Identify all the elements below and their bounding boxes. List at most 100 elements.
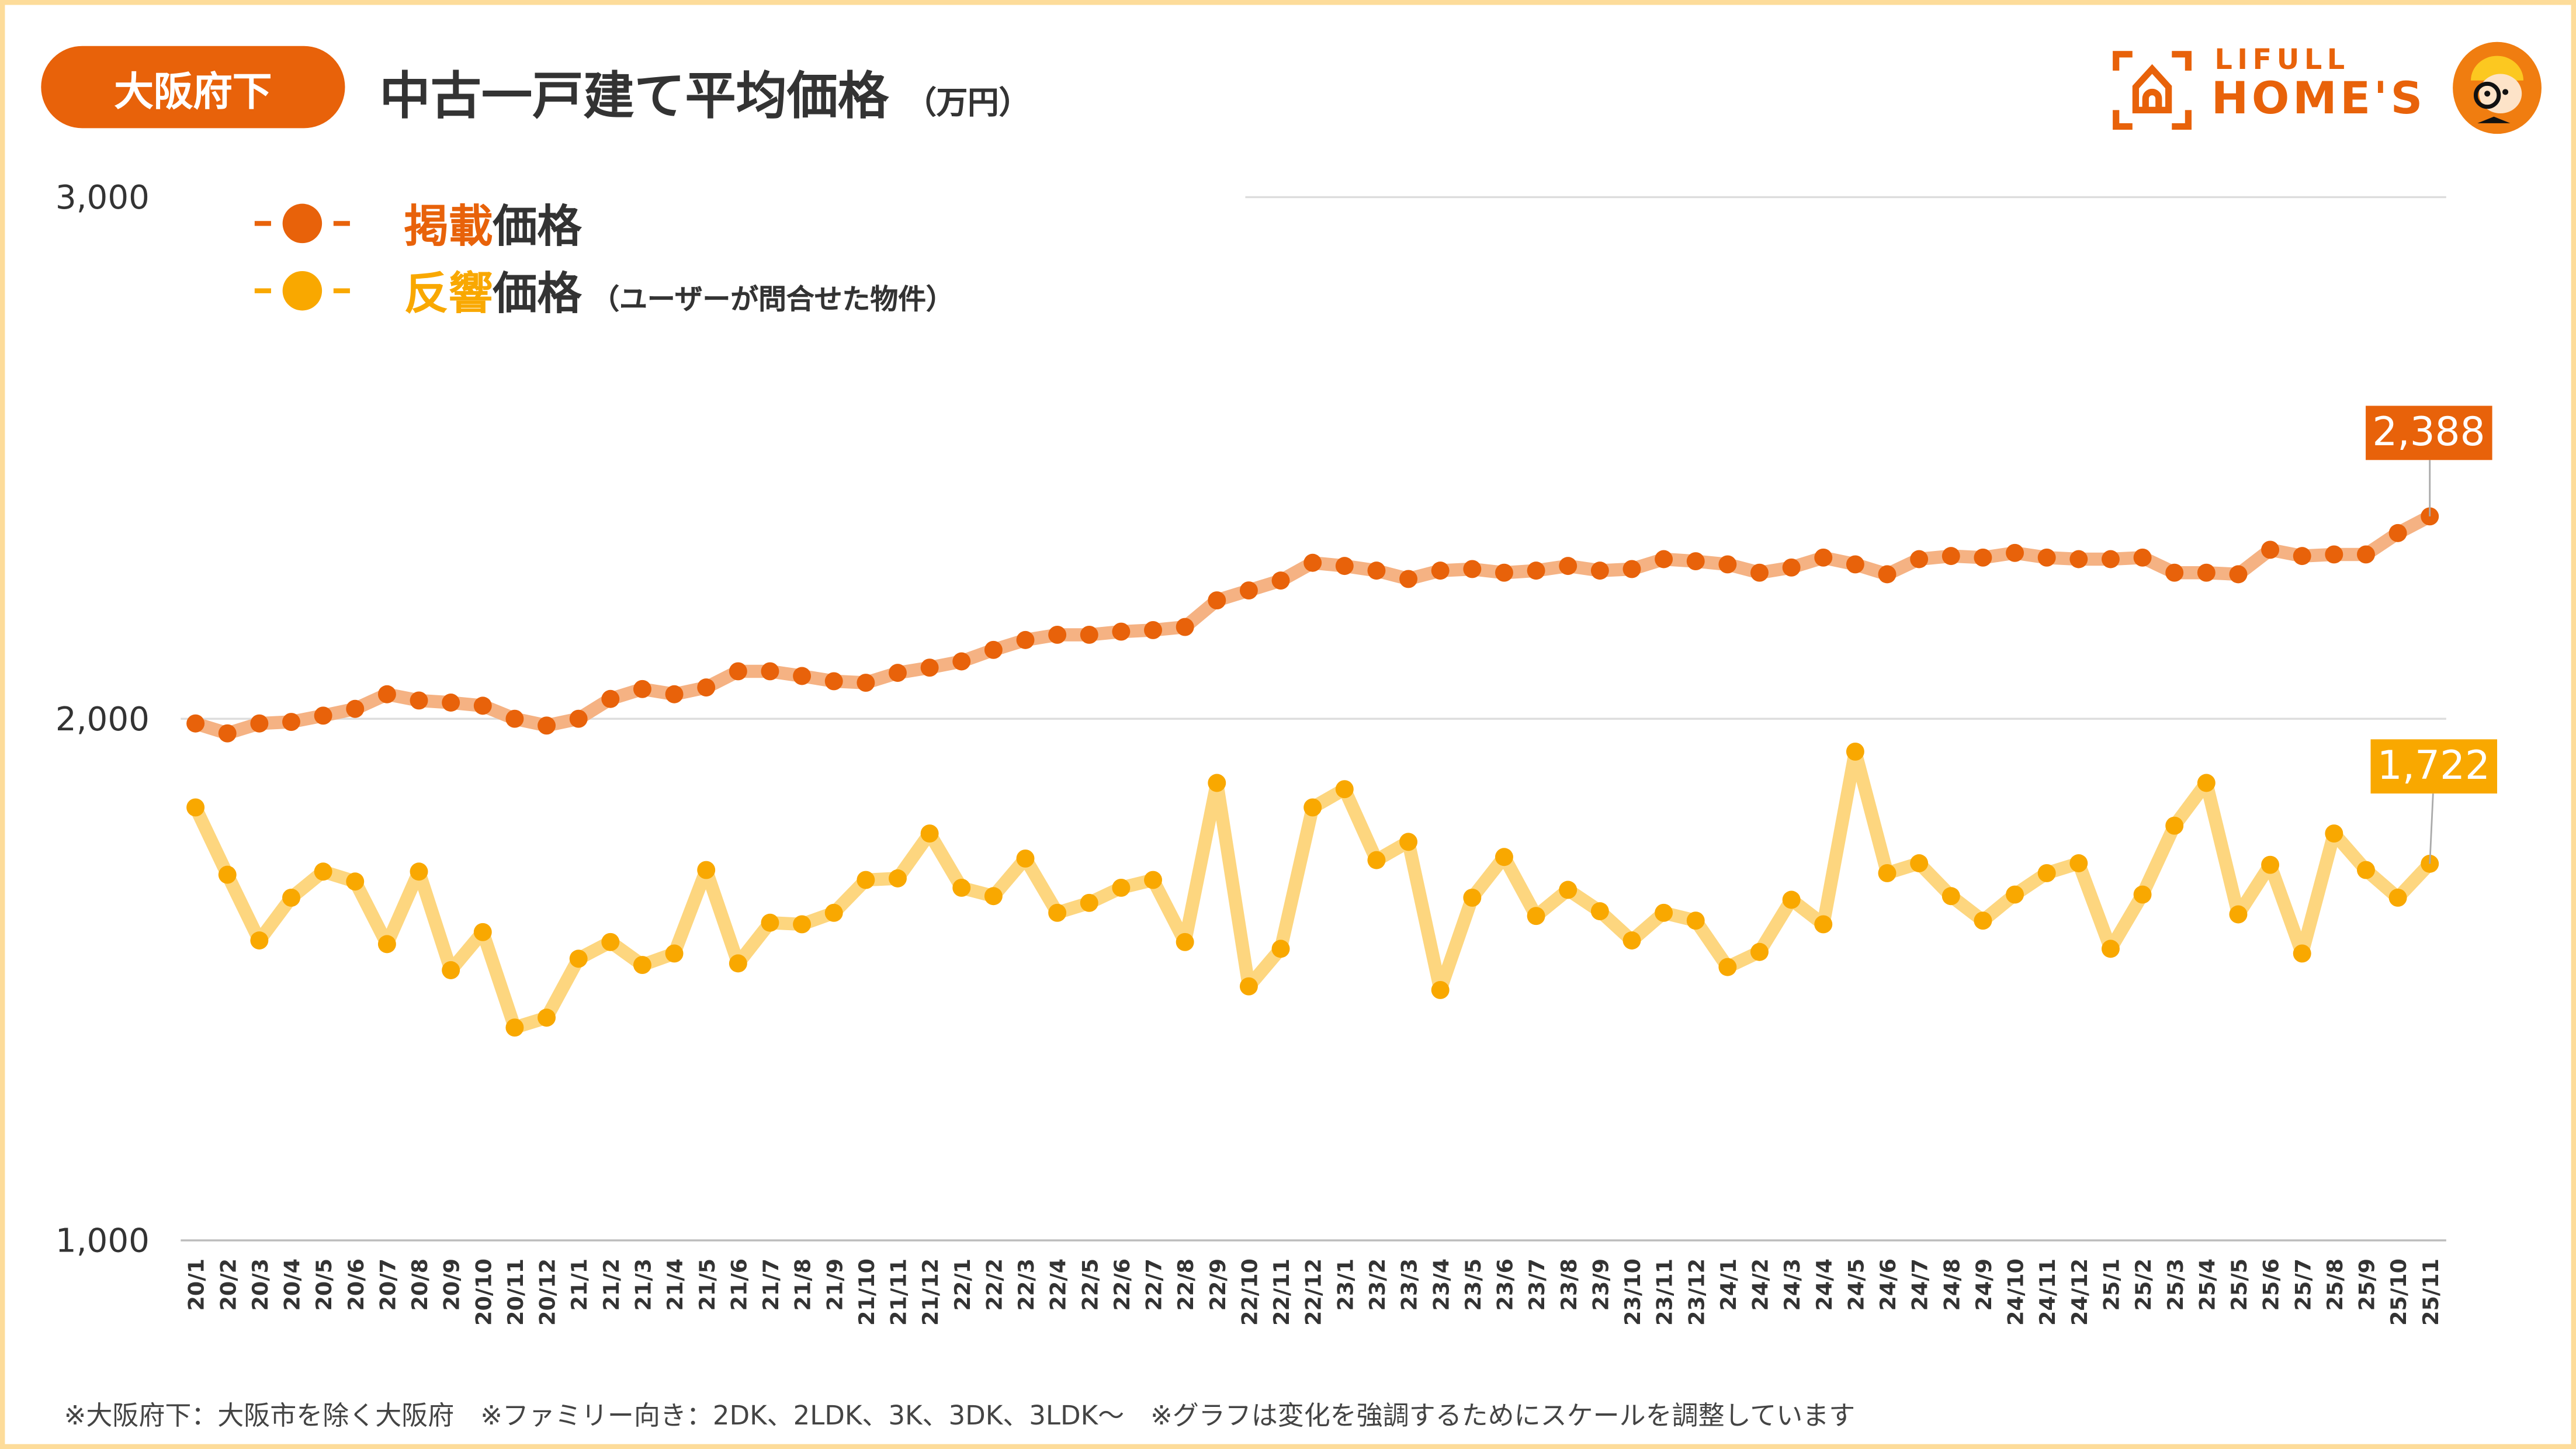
data-point [538,716,556,735]
data-point [1846,742,1864,761]
data-point [2069,854,2088,872]
data-point [1144,871,1162,889]
x-tick-label: 20/1 [184,1259,209,1311]
x-tick-label: 23/1 [1333,1259,1358,1311]
data-point [2101,550,2120,568]
data-point [1590,902,1609,921]
data-point [1271,940,1290,958]
data-point [697,861,716,879]
data-point [920,658,939,677]
data-point [2357,861,2375,879]
data-point [1655,550,1673,568]
data-point [1782,890,1801,909]
data-point [1176,933,1194,951]
data-point [1718,958,1737,976]
data-point [2325,545,2343,564]
x-tick-label: 25/11 [2418,1259,2443,1326]
data-point [2325,824,2343,843]
data-point [538,1008,556,1027]
data-point [1974,911,1992,930]
data-point [186,714,205,733]
x-tick-label: 24/12 [2067,1259,2092,1326]
data-point [1303,798,1322,817]
data-point [1016,630,1035,649]
data-point [761,913,779,932]
data-point [2037,548,2056,567]
data-point [2197,774,2216,792]
data-point [505,709,524,728]
x-tick-label: 23/2 [1365,1259,1390,1311]
x-tick-label: 22/8 [1173,1259,1198,1311]
x-tick-label: 21/6 [726,1259,751,1311]
x-tick-label: 21/3 [630,1259,656,1311]
data-point [761,662,779,681]
data-point [186,798,205,817]
data-point [889,664,907,682]
data-point [1941,887,1960,906]
data-point [1782,558,1801,577]
data-point [2101,940,2120,958]
data-point [1080,893,1098,912]
mascot-detective-icon [2453,41,2542,134]
x-tick-label: 21/8 [791,1259,816,1311]
data-point [1048,625,1067,644]
data-point [1367,851,1386,869]
x-tick-label: 21/9 [822,1259,847,1311]
data-point [346,699,365,718]
data-point [2388,524,2407,542]
data-point [729,954,747,973]
x-tick-label: 23/8 [1556,1259,1582,1311]
data-point [2165,563,2184,582]
data-point [1271,571,1290,590]
house-frame-icon [2113,51,2192,130]
x-tick-label: 24/11 [2035,1259,2060,1326]
x-tick-label: 24/5 [1843,1259,1868,1311]
legend-item-response: 反響価格 （ユーザーが問合せた物件） [251,256,954,324]
y-tick-label: 3,000 [56,179,150,217]
data-point [2293,944,2311,963]
data-point [569,949,588,968]
callout-leader [2429,793,2434,864]
data-point [410,862,428,881]
data-point [2069,550,2088,568]
data-point [793,915,812,934]
x-tick-label: 25/9 [2355,1259,2380,1311]
data-point [889,869,907,888]
x-tick-label: 21/1 [567,1259,592,1311]
data-point [1335,780,1354,799]
data-point [2357,545,2375,564]
data-point [857,674,875,692]
x-tick-label: 22/6 [1110,1259,1135,1311]
data-point [569,709,588,728]
data-point [1750,563,1769,582]
x-tick-label: 23/5 [1461,1259,1486,1311]
data-point [824,903,843,922]
data-point [824,672,843,691]
data-point [1463,560,1482,578]
data-point [984,640,1003,659]
lifull-homes-logo: LIFULL HOME'S [2113,44,2441,136]
x-tick-label: 25/10 [2386,1259,2411,1326]
data-point [505,1018,524,1037]
data-point [1878,565,1897,584]
data-point [601,933,620,951]
data-point [282,713,300,732]
x-tick-label: 22/10 [1237,1259,1262,1326]
data-point [952,878,971,897]
data-point [314,862,332,881]
data-point [1176,618,1194,636]
data-point [1495,563,1513,582]
x-tick-label: 24/1 [1716,1259,1741,1311]
data-point [1622,560,1641,578]
data-point [1590,561,1609,580]
data-point [1335,557,1354,576]
data-point [952,652,971,671]
data-point [473,923,492,941]
series-line-response [189,745,2435,1034]
data-point [1686,552,1705,571]
data-point [1878,864,1897,882]
data-point [1399,833,1418,851]
x-tick-label: 24/10 [2003,1259,2029,1326]
x-tick-label: 22/9 [1205,1259,1230,1311]
